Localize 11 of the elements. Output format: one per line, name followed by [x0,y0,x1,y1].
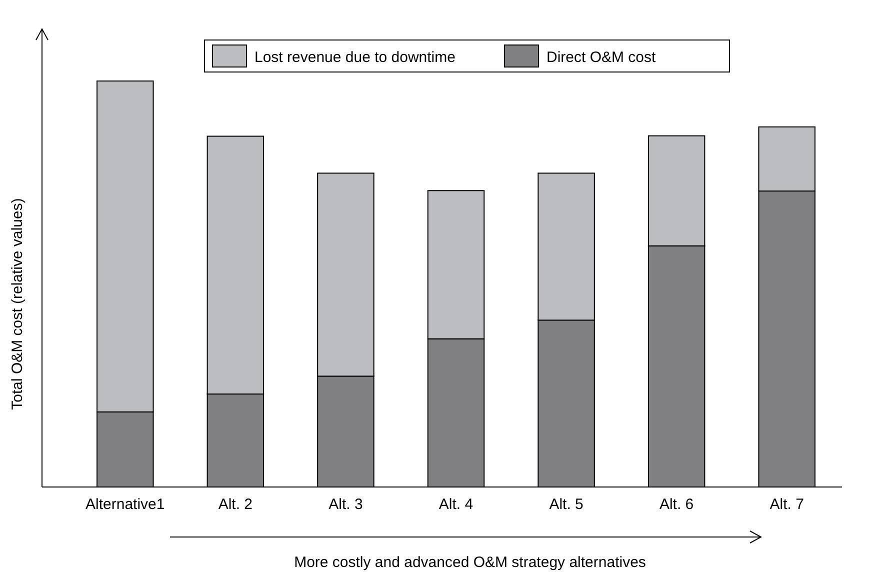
x-tick-label: Alternative1 [86,496,165,513]
x-axis-title: More costly and advanced O&M strategy alternatives [294,554,646,571]
x-tick-label: Alt. 6 [659,496,694,513]
x-tick-label: Alt. 2 [218,496,253,513]
x-tick-label: Alt. 3 [328,496,363,513]
x-tick-label: Alt. 7 [770,496,804,513]
legend-label: Direct O&M cost [546,49,657,66]
x-tick-label: Alt. 4 [438,496,474,513]
x-tick-label: Alt. 5 [549,496,584,513]
legend-label: Lost revenue due to downtime [254,49,456,66]
y-axis-title: Total O&M cost (relative values) [9,198,26,410]
